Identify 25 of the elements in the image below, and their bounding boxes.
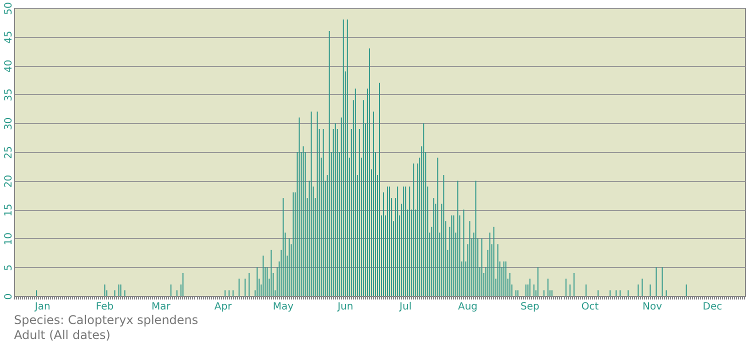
x-tick-label: Jan (34, 302, 50, 312)
y-tick-label: 45 (4, 30, 14, 44)
y-tick-label: 30 (4, 117, 14, 130)
x-tick-label: Jun (336, 302, 354, 312)
x-tick-label: Sep (520, 302, 540, 312)
y-tick-label: 25 (4, 146, 14, 159)
x-tick-label: May (272, 302, 294, 312)
text: Species: Calopteryx splendens (13, 313, 198, 328)
x-tick-label: Nov (642, 302, 662, 312)
y-tick-label: 10 (4, 232, 14, 246)
x-tick-label: Mar (151, 302, 172, 312)
x-tick-label: Dec (702, 302, 722, 312)
x-tick-label: Apr (214, 302, 233, 312)
x-tick-label: Aug (458, 302, 478, 312)
text: Adult (All dates) (13, 328, 112, 343)
x-tick-label: Feb (96, 302, 114, 312)
x-tick-label: Oct (581, 302, 599, 312)
y-tick-label: 0 (4, 293, 14, 300)
y-tick-label: 35 (4, 88, 14, 102)
y-tick-label: 40 (4, 60, 14, 72)
x-tick-label: Jul (398, 302, 412, 312)
y-tick-label: 15 (4, 204, 14, 216)
y-tick-label: 5 (4, 264, 14, 271)
y-tick-label: 20 (4, 174, 14, 188)
y-tick-label: 50 (4, 2, 14, 15)
